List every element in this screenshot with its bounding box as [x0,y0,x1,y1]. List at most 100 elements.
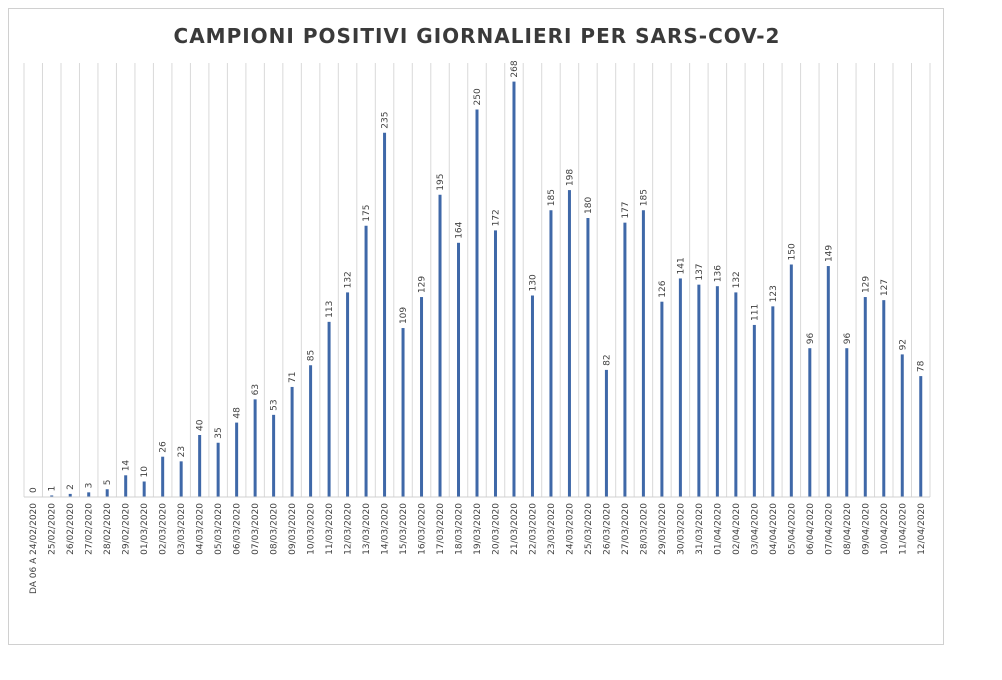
x-tick-label: 18/03/2020 [455,503,465,555]
data-label: 137 [695,263,705,280]
data-label: 113 [325,301,335,318]
data-label: 53 [270,399,280,410]
x-tick-label: 23/03/2020 [547,503,557,555]
x-tick-label: 20/03/2020 [491,503,501,555]
bar [604,369,608,497]
data-label: 40 [196,419,206,431]
bar [789,264,793,497]
bar [826,266,830,497]
data-label: 63 [251,384,261,395]
bar [715,286,719,497]
bar [68,493,72,497]
data-label: 3 [85,483,95,489]
bar [475,109,479,497]
bar [346,292,350,497]
data-label: 130 [528,274,538,291]
x-tick-label: 25/02/2020 [48,503,58,555]
x-tick-label: 10/04/2020 [880,503,890,555]
data-label: 127 [880,279,890,296]
data-label: 1 [48,486,58,492]
bar [882,300,886,497]
data-label: 141 [676,257,686,274]
bar [216,442,220,497]
x-tick-label: 13/03/2020 [362,503,372,555]
data-label: 96 [806,332,816,344]
x-tick-label: 21/03/2020 [510,503,520,555]
data-label: 129 [861,276,871,293]
x-tick-label: 11/04/2020 [898,503,908,555]
bar [327,321,331,497]
x-tick-label: 24/03/2020 [565,503,575,555]
x-tick-label: 04/03/2020 [196,503,206,555]
bar [438,194,442,497]
bar [383,132,387,497]
bar [734,292,738,497]
bar [530,295,534,497]
bar [623,222,627,497]
x-tick-label: 06/04/2020 [806,503,816,555]
data-label: 0 [29,487,39,493]
bar [752,324,756,497]
bar [50,495,54,497]
data-label: 198 [565,169,575,186]
data-label: 92 [898,339,908,350]
x-tick-label: 07/04/2020 [824,503,834,555]
bar [401,328,405,497]
data-label: 235 [381,112,391,129]
x-tick-label: 25/03/2020 [584,503,594,555]
gridlines [23,63,931,497]
data-label: 172 [491,209,501,226]
bar [863,297,867,497]
x-tick-label: 05/04/2020 [787,503,797,555]
bar [179,461,183,497]
x-tick-label: 07/03/2020 [251,503,261,555]
data-label: 2 [66,484,76,490]
x-tick-labels: DA 06 A 24/02/2020 25/02/2020 26/02/2020 27… [29,503,927,594]
bar [771,306,775,497]
data-label: 10 [140,466,150,478]
data-label: 185 [547,189,557,206]
x-tick-label: 26/03/2020 [602,503,612,555]
bar [919,376,923,497]
x-tick-label: 12/03/2020 [344,503,354,555]
bar [567,190,571,497]
x-tick-label: 15/03/2020 [399,503,409,555]
data-label: 180 [584,197,594,214]
data-label: 126 [658,280,668,297]
data-label: 85 [307,350,317,361]
data-label: 35 [214,427,224,438]
bar [697,284,701,497]
bar [290,386,294,497]
data-label: 150 [787,243,797,260]
x-tick-label: 29/03/2020 [658,503,668,555]
x-tick-label: 22/03/2020 [528,503,538,555]
bar [586,218,590,497]
bar [198,435,202,497]
x-tick-label: 28/02/2020 [103,503,113,555]
bar [845,348,849,497]
x-tick-label: 03/04/2020 [750,503,760,555]
x-tick-label: 12/04/2020 [917,503,927,555]
bar [142,481,146,497]
data-label: 250 [473,88,483,105]
data-label: 129 [418,276,428,293]
chart-title: CAMPIONI POSITIVI GIORNALIERI PER SARS-C… [173,24,781,48]
x-tick-label: DA 06 A 24/02/2020 [29,503,39,594]
x-tick-label: 31/03/2020 [695,503,705,555]
x-tick-label: 29/02/2020 [122,503,132,555]
bar [272,414,276,497]
x-tick-label: 27/02/2020 [85,503,95,555]
data-label: 185 [639,189,649,206]
x-tick-label: 04/04/2020 [769,503,779,555]
x-tick-label: 03/03/2020 [177,503,187,555]
x-tick-label: 19/03/2020 [473,503,483,555]
x-tick-label: 26/02/2020 [66,503,76,555]
x-tick-label: 09/03/2020 [288,503,298,555]
data-label: 195 [436,174,446,191]
bar [512,81,516,497]
bar [105,489,109,497]
x-tick-label: 08/04/2020 [843,503,853,555]
data-label: 132 [732,271,742,288]
